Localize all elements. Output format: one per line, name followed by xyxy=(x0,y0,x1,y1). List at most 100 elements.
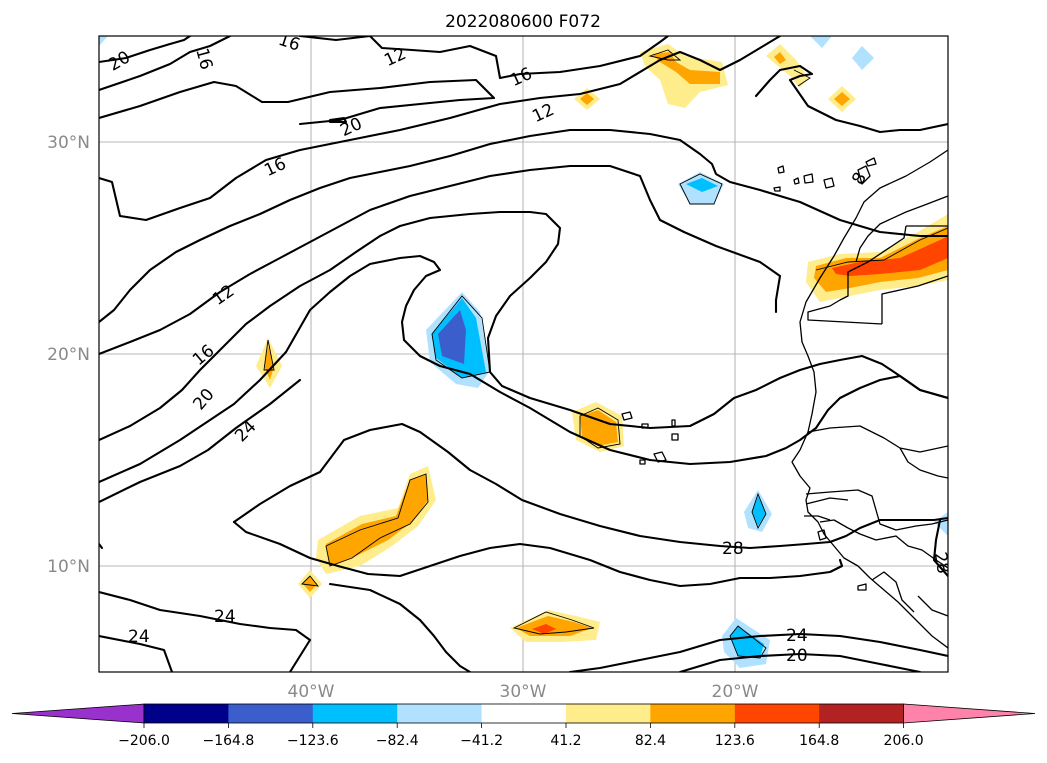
contour-12-mid xyxy=(99,128,948,324)
contour-24-south-east xyxy=(568,632,948,672)
outline-central-blue xyxy=(431,295,491,379)
contour-28-west xyxy=(232,520,844,588)
positive-patch-ne-1-core xyxy=(774,52,786,64)
lat-label-20n: 20°N xyxy=(47,345,90,365)
contour-label-3: 16 xyxy=(276,30,303,56)
colorbar-segment xyxy=(228,704,314,723)
lat-label-10n: 10°N xyxy=(47,557,90,577)
negative-patch-top-2 xyxy=(852,46,874,70)
contour-label-18: 28 xyxy=(930,550,953,575)
contour-label-14: 24 xyxy=(214,607,236,627)
negative-patch-top-left xyxy=(99,36,108,46)
island-canary-3 xyxy=(803,173,814,184)
border-liberia xyxy=(917,595,948,617)
contour-16-inner xyxy=(99,164,782,356)
positive-patch-southwest-core xyxy=(326,474,428,566)
island-canary-6 xyxy=(773,186,781,192)
border-mali-senegal xyxy=(807,425,948,453)
contour-label-17: 20 xyxy=(786,646,808,666)
contour-label-16: 24 xyxy=(786,626,808,646)
colorbar-tick-label: 123.6 xyxy=(715,733,755,749)
contour-20-inner xyxy=(99,210,948,442)
contour-20-small xyxy=(328,116,348,124)
border-senegal-gambia xyxy=(805,489,948,531)
graticule xyxy=(99,36,948,672)
contour-20-south-east xyxy=(678,652,922,672)
colorbar-segment xyxy=(481,704,567,723)
border-mauritania xyxy=(881,275,948,324)
island-canary-4 xyxy=(823,177,835,189)
contours xyxy=(99,36,948,672)
border-west-africa-north xyxy=(899,447,948,479)
outline-canary-blue xyxy=(679,173,723,205)
coast-africa xyxy=(791,149,948,649)
contour-24-south xyxy=(99,590,312,672)
island-bijagos xyxy=(817,529,827,541)
contour-24-inner xyxy=(99,254,948,484)
outline-south-blue xyxy=(729,625,767,659)
contour-24-sw xyxy=(99,634,174,672)
coastlines xyxy=(621,149,948,649)
contour-20-northwest xyxy=(99,36,192,64)
outline-senegal-blue xyxy=(751,492,767,530)
negative-patch-top-1 xyxy=(810,36,832,48)
colorbar-outline xyxy=(143,703,904,724)
colorbar-extend-high xyxy=(903,703,1036,724)
contour-label-13: 28 xyxy=(722,539,744,559)
contour-28 xyxy=(232,422,948,550)
colorbar-segment xyxy=(734,704,820,723)
negative-patch-canary-core xyxy=(686,178,718,192)
border-guinea xyxy=(819,519,948,569)
colorbar-segment xyxy=(819,704,905,723)
map-title: 2022080600 F072 xyxy=(445,12,601,32)
border-western-sahara xyxy=(807,225,907,325)
outline-sw-orange xyxy=(325,473,429,567)
island-canary-1 xyxy=(777,165,785,174)
positive-patch-south-red xyxy=(532,624,556,634)
island-cape-verde-1 xyxy=(621,411,633,421)
colorbar-segment xyxy=(650,704,736,723)
island-canary-5 xyxy=(857,165,871,185)
negative-patch-central-core xyxy=(438,310,466,364)
island-madeira xyxy=(865,157,877,167)
longitude-labels: 40°W 30°W 20°W xyxy=(288,682,759,702)
map-area: 20 16 16 12 16 12 20 16 12 16 20 24 28 2… xyxy=(99,30,953,672)
contour-16-northwest xyxy=(99,36,232,92)
contour-24-mid-south xyxy=(328,582,472,672)
outline-ne-small xyxy=(793,69,811,87)
outline-south-orange xyxy=(512,611,595,635)
colorbar-tick-label: −164.8 xyxy=(202,733,254,749)
colorbar-tick-label: 82.4 xyxy=(635,733,666,749)
colorbar-segment xyxy=(144,704,229,723)
contour-label-15: 24 xyxy=(128,627,150,647)
colorbar-tick-label: −206.0 xyxy=(118,733,170,749)
outline-sw-small xyxy=(301,575,320,587)
colorbar-tick-label: −41.2 xyxy=(460,733,503,749)
colorbar-tick-label: 206.0 xyxy=(884,733,924,749)
contour-16-north xyxy=(99,78,496,126)
colorbar-tick-label: −82.4 xyxy=(376,733,419,749)
negative-patch-south-core xyxy=(730,626,764,658)
contour-24-east xyxy=(932,518,948,578)
positive-patch-small-1-core xyxy=(580,93,594,105)
contour-12-north xyxy=(298,36,372,42)
contour-24-outer xyxy=(99,378,302,504)
colorbar-tick-label: −123.6 xyxy=(287,733,339,749)
island-guinea xyxy=(857,583,867,591)
island-cape-verde-4 xyxy=(671,433,679,441)
colorbar-tick-label: 164.8 xyxy=(799,733,839,749)
contour-8-ne xyxy=(754,64,948,134)
colorbar: −206.0 −164.8 −123.6 −82.4 −41.2 41.2 82.4 123.… xyxy=(11,703,1036,749)
contour-16-mid xyxy=(99,36,782,222)
border-gambia-inner xyxy=(805,497,849,505)
lon-label-20w: 20°W xyxy=(712,682,759,702)
positive-patch-central-core xyxy=(580,410,618,446)
lon-label-40w: 40°W xyxy=(288,682,335,702)
island-cape-verde-5 xyxy=(653,451,667,463)
lon-label-30w: 30°W xyxy=(500,682,547,702)
latitude-labels: 30°N 20°N 10°N xyxy=(47,133,90,577)
island-canary-2 xyxy=(793,177,800,185)
colorbar-tick-label: 41.2 xyxy=(550,733,581,749)
colorbar-extend-low xyxy=(11,703,145,724)
